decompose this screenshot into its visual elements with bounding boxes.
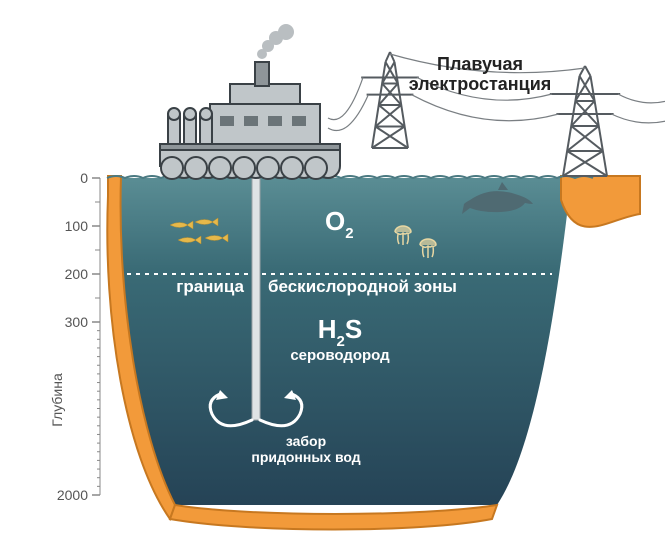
title-line-1: Плавучая [437, 54, 523, 74]
intake-label-1: забор [286, 433, 326, 449]
floating-power-plant [160, 24, 340, 179]
transmission-tower-near [361, 52, 419, 148]
seabed [170, 505, 497, 530]
depth-tick-label: 200 [65, 266, 89, 282]
depth-tick-label: 100 [65, 218, 89, 234]
depth-tick-label: 300 [65, 314, 89, 330]
intake-label-2: придонных вод [251, 449, 360, 465]
title-line-2: электростанция [409, 74, 552, 94]
depth-axis: 0 100 200 300 2000 [57, 170, 100, 503]
depth-tick-label: 0 [80, 170, 88, 186]
svg-text:сероводород: сероводород [290, 347, 390, 364]
transmission-tower-far [550, 66, 620, 176]
boundary-label-left: граница [176, 277, 244, 296]
depth-axis-title: Глубина [49, 373, 65, 427]
boundary-label-right: бескислородной зоны [268, 277, 457, 296]
land-right [561, 176, 640, 227]
depth-tick-label: 2000 [57, 487, 88, 503]
